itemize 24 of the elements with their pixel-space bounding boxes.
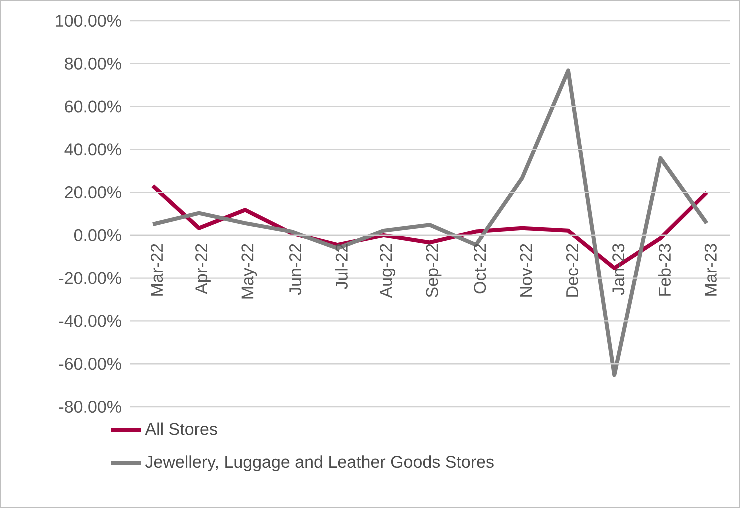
y-tick-label: 40.00%: [64, 144, 122, 156]
y-tick-label: -20.00%: [59, 272, 122, 284]
x-tick-label: Dec-22: [566, 244, 578, 297]
y-tick-label: -40.00%: [59, 315, 122, 328]
y-tick-label: 60.00%: [65, 100, 122, 113]
x-tick-label: Nov-22: [520, 244, 532, 297]
x-tick-label: Aug-22: [380, 244, 396, 298]
x-tick-label: Oct-22: [474, 244, 486, 294]
y-tick-label: 100.00%: [56, 14, 122, 28]
x-tick-label: Jun-22: [290, 244, 302, 296]
y-tick-label: -60.00%: [59, 358, 122, 370]
x-tick-label: Jan-23: [612, 244, 625, 296]
legend-label: Jewellery, Luggage and Leather Goods Stores: [145, 456, 494, 472]
x-tick-label: Mar-23: [704, 244, 717, 296]
y-tick-label: 80.00%: [65, 58, 122, 70]
x-tick-label: Sep-22: [426, 244, 442, 298]
legend-label: All Stores: [145, 422, 218, 436]
y-tick-label: -80.00%: [59, 400, 122, 414]
x-tick-label: May-22: [242, 244, 258, 299]
x-tick-label: Apr-22: [196, 244, 211, 294]
x-tick-label: Mar-22: [151, 244, 164, 296]
y-tick-label: 0.00%: [74, 229, 122, 242]
y-tick-label: 20.00%: [65, 186, 122, 199]
x-tick-label: Feb-23: [658, 244, 672, 296]
